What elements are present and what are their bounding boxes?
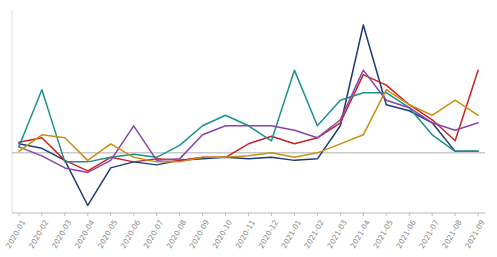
series-line (19, 70, 478, 162)
x-tick-label: 2021-06 (394, 218, 418, 250)
x-tick-label: 2020-12 (257, 218, 281, 250)
x-tick (64, 213, 65, 216)
x-tick-label: 2020-02 (27, 218, 51, 250)
x-tick-label: 2020-09 (188, 218, 212, 250)
x-tick-label: 2021-01 (280, 218, 304, 250)
x-tick (317, 213, 318, 216)
x-tick-label: 2020-04 (73, 218, 97, 250)
x-tick-label: 2020-01 (4, 218, 28, 250)
x-tick (133, 213, 134, 216)
series-line (19, 25, 478, 205)
x-tick (202, 213, 203, 216)
series-line (19, 90, 478, 162)
x-tick-label: 2021-04 (348, 218, 372, 250)
x-tick (478, 213, 479, 216)
x-tick-label: 2021-09 (463, 218, 487, 250)
x-tick (110, 213, 111, 216)
x-tick (87, 213, 88, 216)
chart: 2020-012020-022020-032020-042020-052020-… (0, 0, 497, 257)
x-tick (432, 213, 433, 216)
x-tick-label: 2020-06 (119, 218, 143, 250)
x-tick (225, 213, 226, 216)
x-tick-label: 2021-02 (302, 218, 326, 250)
x-tick (271, 213, 272, 216)
x-tick (41, 213, 42, 216)
x-tick (294, 213, 295, 216)
grid-line (12, 152, 485, 153)
x-tick-label: 2020-10 (211, 218, 235, 250)
x-tick-label: 2020-07 (142, 218, 166, 250)
x-tick-label: 2021-03 (325, 218, 349, 250)
x-tick (156, 213, 157, 216)
x-tick-label: 2021-05 (371, 218, 395, 250)
x-tick-label: 2021-08 (440, 218, 464, 250)
x-tick (248, 213, 249, 216)
plot-area (19, 25, 478, 205)
x-tick (18, 213, 19, 216)
x-tick (386, 213, 387, 216)
x-tick-label: 2021-07 (417, 218, 441, 250)
x-tick (340, 213, 341, 216)
x-tick (363, 213, 364, 216)
series-line (19, 70, 478, 171)
x-tick (455, 213, 456, 216)
x-tick-label: 2020-05 (96, 218, 120, 250)
x-tick-label: 2020-03 (50, 218, 74, 250)
x-tick-label: 2020-11 (234, 218, 258, 250)
x-tick-label: 2020-08 (165, 218, 189, 250)
x-tick (179, 213, 180, 216)
series-line (19, 70, 478, 172)
y-axis-line (12, 10, 13, 213)
x-tick (409, 213, 410, 216)
